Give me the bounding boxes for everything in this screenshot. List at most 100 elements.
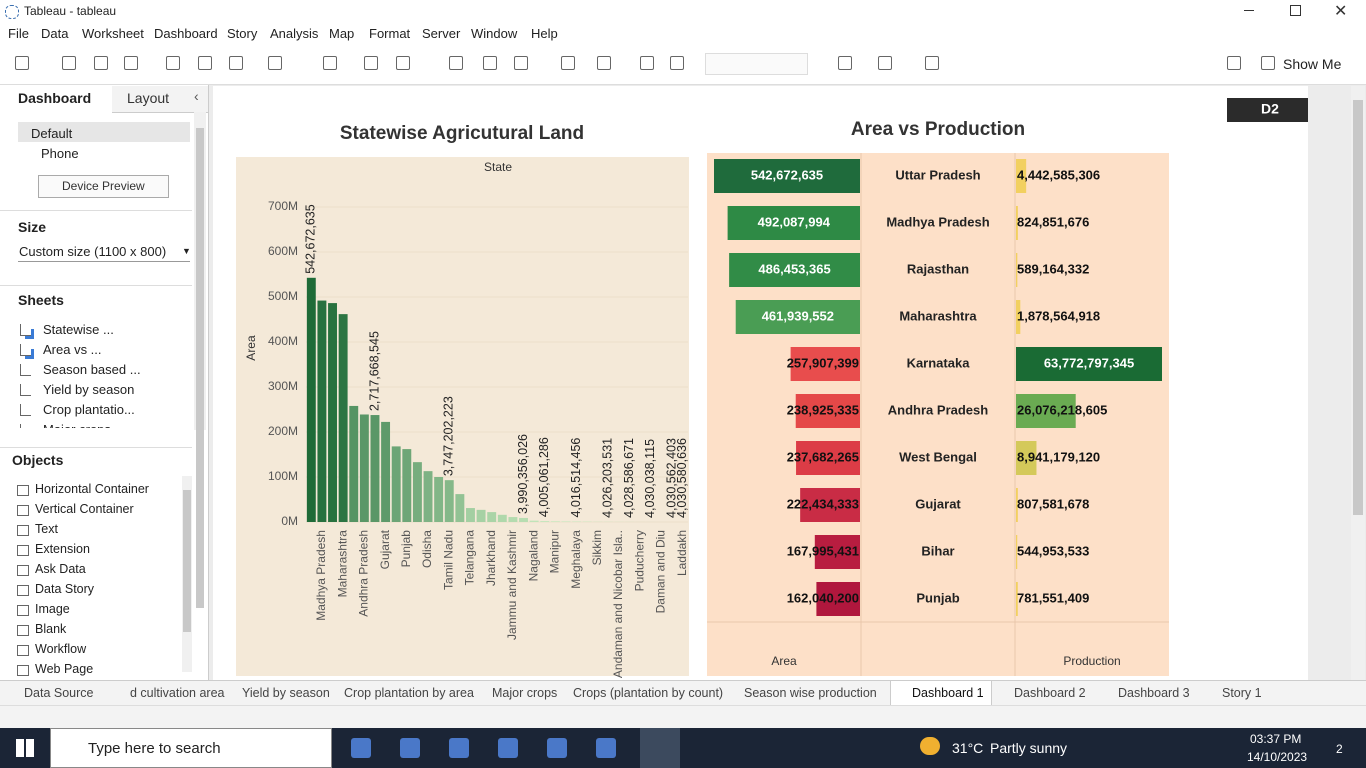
menu-item[interactable]: Dashboard xyxy=(154,26,218,41)
object-item[interactable]: Extension xyxy=(35,542,90,556)
toolbar-icon[interactable] xyxy=(597,56,611,70)
restore[interactable] xyxy=(1290,5,1301,16)
taskbar-app[interactable] xyxy=(351,738,371,758)
sheet-tab[interactable]: Data Source xyxy=(24,686,94,700)
object-item[interactable]: Workflow xyxy=(35,642,87,656)
y-tick-label: 200M xyxy=(268,424,298,438)
object-item[interactable]: Ask Data xyxy=(35,562,86,576)
show-me[interactable]: Show Me xyxy=(1283,56,1342,72)
device[interactable]: Phone xyxy=(41,146,79,161)
panel-tab[interactable]: Layout xyxy=(127,90,170,106)
sheet-item[interactable]: Crop plantatio... xyxy=(43,402,135,417)
taskbar-app[interactable] xyxy=(547,738,567,758)
object-item[interactable]: Horizontal Container xyxy=(35,482,149,496)
close[interactable]: ✕ xyxy=(1334,3,1348,20)
toolbar-icon[interactable] xyxy=(640,56,654,70)
menu-item[interactable]: Story xyxy=(227,26,258,41)
menu-item[interactable]: Data xyxy=(41,26,69,41)
tableau-taskbar-icon[interactable] xyxy=(640,728,680,768)
title-bar xyxy=(0,0,1366,22)
sheet-tab[interactable]: Crop plantation by area xyxy=(344,686,474,700)
menu-item[interactable]: File xyxy=(8,26,29,41)
toolbar-icon[interactable] xyxy=(561,56,575,70)
toolbar-icon[interactable] xyxy=(166,56,180,70)
menu-item[interactable]: Window xyxy=(471,26,518,41)
x-tick-label: Laddakh xyxy=(675,530,689,576)
sheet-tab[interactable]: Yield by season xyxy=(242,686,330,700)
taskbar-app[interactable] xyxy=(449,738,469,758)
object-item[interactable]: Data Story xyxy=(35,582,95,596)
sheet-item[interactable]: Yield by season xyxy=(43,382,135,397)
device[interactable]: Default xyxy=(31,126,73,141)
start-button[interactable] xyxy=(16,739,34,757)
device-preview[interactable]: Device Preview xyxy=(62,179,145,193)
toolbar-icon[interactable] xyxy=(514,56,528,70)
collapse[interactable]: ‹ xyxy=(194,88,199,104)
toolbar-icon[interactable] xyxy=(124,56,138,70)
object-item[interactable]: Blank xyxy=(35,622,67,636)
scroll-thumb[interactable] xyxy=(196,128,204,608)
device-preview-button[interactable] xyxy=(38,175,169,198)
toolbar-icon[interactable] xyxy=(1227,56,1241,70)
search-box[interactable] xyxy=(50,728,332,768)
menu-item[interactable]: Format xyxy=(369,26,411,41)
object-item[interactable]: Web Page xyxy=(35,662,94,676)
sheet-tab[interactable]: Dashboard 2 xyxy=(1014,686,1086,700)
toolbar-icon[interactable] xyxy=(62,56,76,70)
toolbar-icon[interactable] xyxy=(1261,56,1275,70)
taskbar-app[interactable] xyxy=(400,738,420,758)
object-item[interactable]: Image xyxy=(35,602,70,616)
size-select[interactable]: Custom size (1100 x 800) xyxy=(19,244,167,259)
object-item[interactable]: Text xyxy=(35,522,58,536)
temperature[interactable]: 31°C xyxy=(952,740,984,756)
clock-date[interactable]: 14/10/2023 xyxy=(1247,750,1308,764)
toolbar-icon[interactable] xyxy=(94,56,108,70)
dropdown-arrow[interactable]: ▼ xyxy=(182,246,191,256)
toolbar-icon[interactable] xyxy=(878,56,892,70)
sheet-tab[interactable]: Dashboard 3 xyxy=(1118,686,1190,700)
toolbar-icon[interactable] xyxy=(925,56,939,70)
toolbar-icon[interactable] xyxy=(670,56,684,70)
toolbar-icon[interactable] xyxy=(323,56,337,70)
panel-tab[interactable]: Dashboard xyxy=(18,90,92,106)
menu-item[interactable]: Help xyxy=(531,26,558,41)
toolbar-icon[interactable] xyxy=(198,56,212,70)
search-text[interactable]: Type here to search xyxy=(88,740,221,757)
notification-badge[interactable]: 2 xyxy=(1336,742,1343,756)
sheet-item[interactable]: Major crops xyxy=(43,422,111,428)
minimize[interactable] xyxy=(1244,10,1254,11)
sheet-tab[interactable]: Crops (plantation by count) xyxy=(573,686,724,700)
toolbar-icon[interactable] xyxy=(364,56,378,70)
toolbar-icon[interactable] xyxy=(229,56,243,70)
sheet-tab[interactable]: Story 1 xyxy=(1222,686,1262,700)
sheet-tab[interactable]: Dashboard 1 xyxy=(912,686,984,700)
toolbar-icon[interactable] xyxy=(268,56,282,70)
sheet-tab[interactable]: Season wise production xyxy=(744,686,877,700)
sheet-item[interactable]: Area vs ... xyxy=(43,342,102,357)
sheet-item[interactable]: Statewise ... xyxy=(43,322,114,337)
weather[interactable]: Partly sunny xyxy=(990,740,1068,756)
sheet-tab[interactable]: d cultivation area xyxy=(130,686,225,700)
taskbar-app[interactable] xyxy=(498,738,518,758)
scroll-thumb[interactable] xyxy=(183,490,191,632)
sheet-tab[interactable]: Major crops xyxy=(492,686,558,700)
toolbar-icon[interactable] xyxy=(396,56,410,70)
menu-item[interactable]: Server xyxy=(422,26,461,41)
taskbar-app[interactable] xyxy=(596,738,616,758)
production-bar xyxy=(1016,582,1018,616)
menu-item[interactable]: Analysis xyxy=(270,26,319,41)
toolbar-icon[interactable] xyxy=(838,56,852,70)
object-item[interactable]: Vertical Container xyxy=(35,502,134,516)
toolbar-icon[interactable] xyxy=(449,56,463,70)
menu-item[interactable]: Worksheet xyxy=(82,26,144,41)
sheet-item[interactable]: Season based ... xyxy=(43,362,141,377)
menu-item[interactable]: Map xyxy=(329,26,355,41)
object-icon xyxy=(17,605,29,616)
toolbar-dropdown[interactable] xyxy=(705,53,808,75)
scroll-thumb[interactable] xyxy=(1353,100,1363,515)
toolbar-icon[interactable] xyxy=(15,56,29,70)
clock-time[interactable]: 03:37 PM xyxy=(1250,732,1302,746)
x-tick-label: Puducherry xyxy=(632,530,646,591)
toolbar-icon[interactable] xyxy=(483,56,497,70)
bar-label: 4,030,562,403 xyxy=(664,438,678,518)
